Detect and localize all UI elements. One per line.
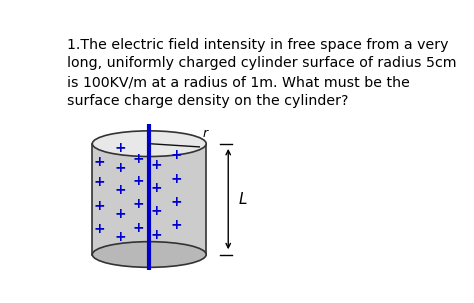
Text: +: +	[114, 230, 126, 244]
Text: +: +	[114, 141, 126, 155]
Polygon shape	[92, 144, 206, 255]
Text: +: +	[171, 218, 182, 232]
Text: +: +	[151, 158, 163, 172]
Ellipse shape	[92, 242, 206, 267]
Text: +: +	[114, 183, 126, 197]
Text: +: +	[132, 152, 144, 166]
Text: +: +	[171, 195, 182, 209]
Ellipse shape	[92, 131, 206, 157]
Text: 1.The electric field intensity in free space from a very
long, uniformly charged: 1.The electric field intensity in free s…	[66, 38, 456, 108]
Text: +: +	[151, 228, 163, 242]
Text: +: +	[132, 174, 144, 188]
Text: +: +	[171, 148, 182, 162]
Text: +: +	[114, 207, 126, 221]
Text: +: +	[171, 172, 182, 186]
Text: +: +	[94, 222, 106, 236]
Text: +: +	[132, 197, 144, 211]
Text: +: +	[94, 175, 106, 189]
Text: +: +	[114, 161, 126, 175]
Text: r: r	[202, 127, 208, 140]
Text: L: L	[238, 191, 247, 207]
Text: +: +	[151, 204, 163, 218]
Text: +: +	[132, 221, 144, 235]
Text: +: +	[94, 198, 106, 212]
Text: +: +	[151, 181, 163, 195]
Text: +: +	[94, 155, 106, 169]
